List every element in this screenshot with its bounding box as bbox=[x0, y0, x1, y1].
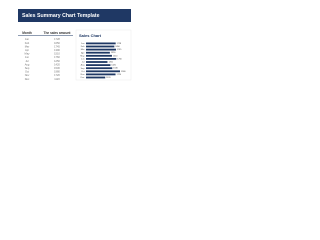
value-label: 1745 bbox=[117, 49, 122, 51]
bar bbox=[86, 67, 113, 70]
month-cell: Jan bbox=[25, 37, 30, 41]
title: Sales Summary Chart Template bbox=[22, 13, 100, 19]
category-label: Nov bbox=[81, 74, 86, 76]
month-cell: Nov bbox=[25, 73, 30, 77]
month-cell: Apr bbox=[25, 48, 29, 52]
value-label: 1510 bbox=[113, 55, 118, 57]
bar bbox=[86, 45, 115, 48]
value-label: 1760 bbox=[117, 58, 122, 60]
month-cell: Mar bbox=[25, 44, 30, 48]
category-label: Jul bbox=[82, 62, 85, 64]
month-cell: Oct bbox=[25, 70, 29, 74]
amount-cell: 1720 bbox=[54, 73, 60, 77]
bar bbox=[86, 48, 116, 51]
amount-cell: 1980 bbox=[54, 70, 60, 74]
amount-cell: 1745 bbox=[54, 44, 60, 48]
bar bbox=[86, 76, 106, 79]
category-label: May bbox=[80, 55, 85, 57]
bar bbox=[86, 73, 116, 76]
category-label: Mar bbox=[81, 48, 85, 51]
column-header: The sales amount bbox=[44, 31, 72, 35]
month-cell: Dec bbox=[25, 77, 30, 81]
bar bbox=[86, 70, 120, 73]
amount-cell: 1420 bbox=[54, 62, 60, 66]
value-label: 1728 bbox=[117, 43, 122, 45]
month-cell: Sep bbox=[25, 66, 30, 70]
page: {"header": {"title": "Sales Summary Char… bbox=[0, 0, 149, 198]
amount-cell: 1530 bbox=[54, 66, 60, 70]
bar bbox=[86, 54, 112, 57]
value-label: 1120 bbox=[106, 77, 111, 79]
bar bbox=[86, 51, 110, 54]
month-cell: May bbox=[25, 52, 31, 56]
category-label: Sep bbox=[81, 68, 86, 70]
amount-cell: 1390 bbox=[54, 48, 60, 52]
bar bbox=[86, 58, 117, 60]
category-label: Oct bbox=[81, 70, 85, 73]
category-label: Apr bbox=[81, 51, 85, 54]
month-cell: Jul bbox=[25, 59, 29, 63]
amount-cell: 1650 bbox=[54, 41, 60, 45]
value-label: 1530 bbox=[113, 68, 118, 70]
chart-bars: Jan 1728 Feb 1650 Mar 1745 Apr 1390 May 1510 Jun 17… bbox=[80, 42, 126, 79]
column-header: Month bbox=[22, 31, 32, 35]
month-cell: Jun bbox=[25, 55, 30, 59]
amount-cell: 1760 bbox=[54, 55, 60, 59]
month-cell: Aug bbox=[25, 62, 30, 66]
bar bbox=[86, 64, 111, 66]
value-label: 1980 bbox=[121, 71, 126, 73]
value-label: 1650 bbox=[115, 46, 120, 48]
category-label: Dec bbox=[81, 77, 86, 79]
value-label: 1420 bbox=[111, 65, 116, 67]
document: Sales Summary Chart Template Month The s… bbox=[18, 9, 132, 81]
title-band bbox=[18, 9, 131, 22]
month-cell: Feb bbox=[25, 41, 30, 45]
amount-cell: 1728 bbox=[54, 37, 60, 41]
value-label: 1390 bbox=[111, 52, 116, 54]
category-label: Aug bbox=[81, 64, 86, 67]
bar bbox=[86, 61, 108, 63]
table-body: Jan 1728 Feb 1650 Mar 1745 Apr 1390 May 1510 Jun 17… bbox=[25, 37, 61, 81]
chart-title: Sales Chart bbox=[79, 33, 102, 38]
amount-cell: 1120 bbox=[54, 77, 60, 81]
category-label: Jun bbox=[81, 58, 85, 60]
value-label: 1250 bbox=[108, 62, 113, 64]
category-label: Jan bbox=[81, 43, 85, 45]
value-label: 1720 bbox=[117, 74, 122, 76]
amount-cell: 1250 bbox=[54, 59, 60, 63]
category-label: Feb bbox=[81, 46, 86, 48]
amount-cell: 1510 bbox=[54, 52, 60, 56]
bar bbox=[86, 42, 116, 45]
